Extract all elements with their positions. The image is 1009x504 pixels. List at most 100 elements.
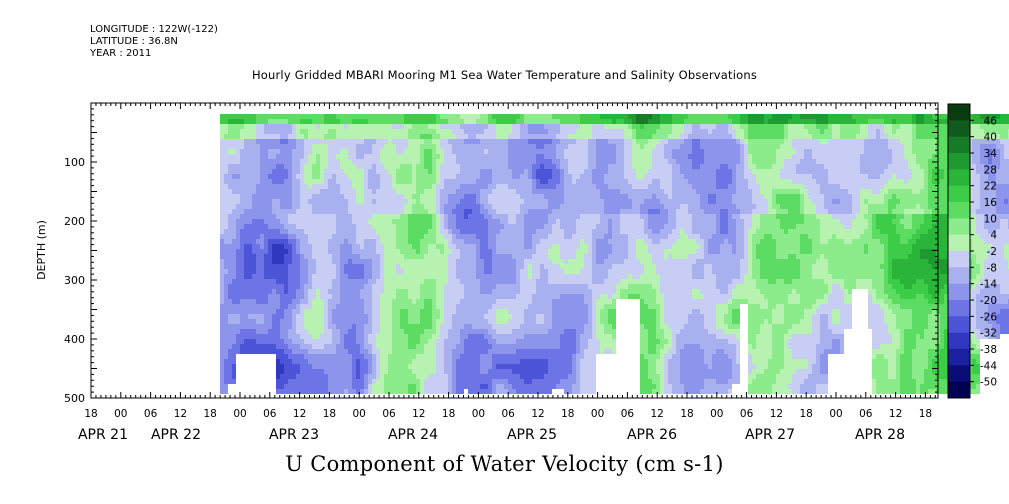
heatmap-cell: [452, 179, 456, 184]
heatmap-cell: [332, 349, 336, 354]
heatmap-cell: [320, 209, 324, 214]
heatmap-cell: [428, 354, 432, 359]
heatmap-cell: [316, 254, 320, 259]
heatmap-cell: [464, 244, 468, 249]
heatmap-cell: [348, 359, 352, 364]
heatmap-cell: [464, 199, 468, 204]
heatmap-cell: [468, 329, 472, 334]
heatmap-cell: [220, 219, 224, 224]
heatmap-cell: [556, 174, 560, 179]
heatmap-cell: [340, 379, 344, 384]
heatmap-cell: [336, 179, 340, 184]
heatmap-cell: [444, 184, 448, 189]
heatmap-cell: [320, 304, 324, 309]
heatmap-cell: [480, 329, 484, 334]
heatmap-cell: [436, 344, 440, 349]
heatmap-cell: [352, 244, 356, 249]
heatmap-cell: [336, 264, 340, 269]
heatmap-cell: [244, 129, 248, 134]
heatmap-cell: [344, 134, 348, 139]
heatmap-cell: [432, 369, 436, 374]
heatmap-cell: [444, 229, 448, 234]
heatmap-cell: [484, 204, 488, 209]
heatmap-cell: [420, 294, 424, 299]
heatmap-cell: [244, 269, 248, 274]
heatmap-cell: [416, 294, 420, 299]
heatmap-cell: [316, 314, 320, 319]
heatmap-cell: [268, 269, 272, 274]
heatmap-cell: [456, 204, 460, 209]
heatmap-cell: [344, 384, 348, 389]
heatmap-cell: [424, 149, 428, 154]
heatmap-cell: [328, 279, 332, 284]
heatmap-cell: [336, 299, 340, 304]
heatmap-cell: [304, 314, 308, 319]
heatmap-cell: [260, 329, 264, 334]
heatmap-cell: [244, 334, 248, 339]
heatmap-cell: [404, 189, 408, 194]
heatmap-cell: [388, 379, 392, 384]
heatmap-cell: [328, 334, 332, 339]
heatmap-cell: [488, 304, 492, 309]
heatmap-cell: [500, 379, 504, 384]
heatmap-cell: [260, 154, 264, 159]
heatmap-cell: [472, 354, 476, 359]
heatmap-cell: [488, 384, 492, 389]
heatmap-cell: [424, 209, 428, 214]
heatmap-cell: [320, 164, 324, 169]
heatmap-cell: [424, 154, 428, 159]
heatmap-cell: [360, 134, 364, 139]
heatmap-cell: [368, 349, 372, 354]
heatmap-cell: [452, 184, 456, 189]
heatmap-cell: [388, 159, 392, 164]
heatmap-cell: [304, 124, 308, 129]
heatmap-cell: [500, 204, 504, 209]
heatmap-cell: [436, 369, 440, 374]
heatmap-cell: [340, 204, 344, 209]
heatmap-cell: [428, 324, 432, 329]
heatmap-cell: [440, 214, 444, 219]
heatmap-cell: [232, 129, 236, 134]
heatmap-cell: [224, 264, 228, 269]
heatmap-cell: [220, 159, 224, 164]
heatmap-cell: [528, 169, 532, 174]
heatmap-cell: [252, 184, 256, 189]
heatmap-cell: [480, 159, 484, 164]
heatmap-cell: [396, 289, 400, 294]
heatmap-cell: [528, 339, 532, 344]
heatmap-cell: [316, 199, 320, 204]
heatmap-cell: [244, 209, 248, 214]
heatmap-cell: [228, 379, 232, 384]
heatmap-cell: [340, 144, 344, 149]
heatmap-cell: [500, 214, 504, 219]
heatmap-cell: [380, 204, 384, 209]
heatmap-cell: [312, 359, 316, 364]
heatmap-cell: [304, 149, 308, 154]
heatmap-cell: [444, 134, 448, 139]
heatmap-cell: [496, 309, 500, 314]
heatmap-cell: [424, 224, 428, 229]
heatmap-cell: [504, 179, 508, 184]
heatmap-cell: [276, 264, 280, 269]
heatmap-cell: [384, 289, 388, 294]
heatmap-cell: [432, 244, 436, 249]
heatmap-cell: [228, 204, 232, 209]
heatmap-cell: [244, 264, 248, 269]
heatmap-cell: [492, 339, 496, 344]
heatmap-cell: [360, 174, 364, 179]
heatmap-cell: [396, 149, 400, 154]
heatmap-cell: [224, 299, 228, 304]
heatmap-cell: [268, 289, 272, 294]
heatmap-cell: [540, 224, 544, 229]
heatmap-cell: [484, 244, 488, 249]
heatmap-cell: [408, 329, 412, 334]
heatmap-cell: [276, 199, 280, 204]
heatmap-cell: [228, 214, 232, 219]
heatmap-cell: [572, 334, 576, 339]
heatmap-cell: [444, 149, 448, 154]
heatmap-cell: [220, 184, 224, 189]
heatmap-cell: [528, 249, 532, 254]
heatmap-cell: [236, 134, 240, 139]
heatmap-cell: [420, 129, 424, 134]
heatmap-cell: [324, 174, 328, 179]
